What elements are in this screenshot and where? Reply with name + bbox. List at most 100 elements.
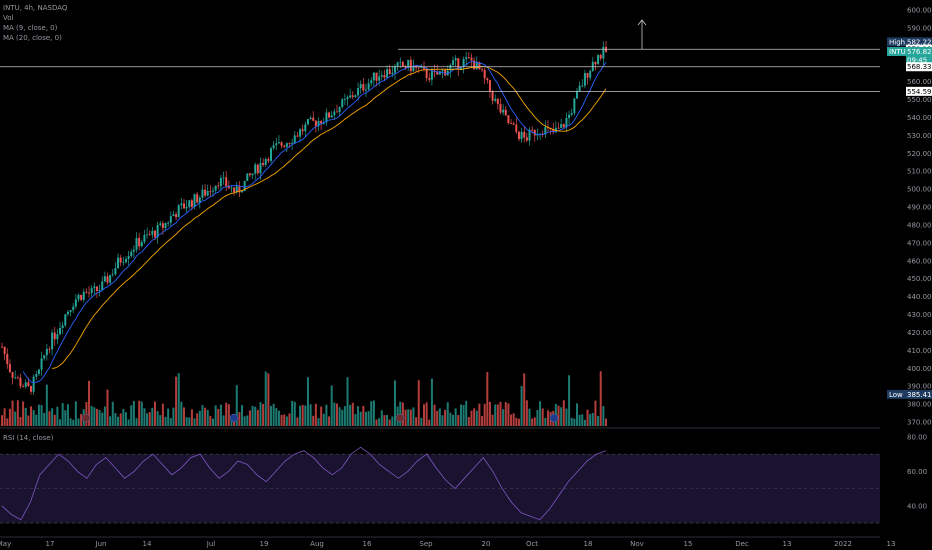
volume-bar: [428, 419, 431, 426]
candle-body: [304, 124, 307, 132]
volume-bar: [486, 372, 489, 426]
ma20-label[interactable]: MA (20, close, 0): [3, 34, 62, 42]
candle-body: [114, 268, 117, 275]
volume-bar: [301, 404, 304, 426]
price-tick-label: 410.00: [907, 347, 932, 355]
volume-bar: [351, 402, 354, 426]
volume-bar: [475, 410, 478, 426]
volume-bar: [494, 404, 497, 426]
candle-body: [135, 237, 138, 250]
volume-bar: [605, 418, 607, 426]
rsi-legend[interactable]: RSI (14, close): [3, 434, 54, 442]
volume-bar: [333, 402, 336, 426]
candle-body: [48, 348, 51, 350]
last-price-tag-bg: [906, 47, 932, 66]
volume-bar: [32, 410, 35, 426]
volume-bar: [565, 408, 568, 426]
volume-bar: [219, 404, 222, 426]
candle-body: [317, 121, 320, 127]
event-badge-icon[interactable]: [549, 413, 559, 423]
candle-body: [122, 262, 125, 263]
candle-body: [182, 203, 185, 209]
volume-bar: [523, 373, 526, 426]
volume-bar: [127, 419, 130, 426]
volume-bar: [599, 371, 602, 426]
volume-bar: [589, 414, 592, 426]
volume-bar: [306, 377, 309, 426]
volume-bar: [80, 413, 83, 426]
candle-body: [362, 84, 365, 91]
candle-body: [270, 148, 273, 161]
candle-body: [454, 58, 457, 61]
candle-body: [309, 117, 312, 120]
candle-body: [510, 123, 513, 124]
candle-body: [127, 256, 130, 260]
candle-body: [177, 205, 180, 218]
volume-bar: [454, 408, 457, 426]
volume-bar: [314, 403, 317, 426]
candle-body: [56, 334, 59, 340]
volume-bar: [512, 413, 515, 426]
candle-body: [11, 372, 14, 378]
volume-bar: [330, 385, 333, 426]
candle-body: [383, 75, 386, 78]
chart-legend: INTU, 4h, NASDAQ Vol MA (9, close, 0) MA…: [3, 3, 67, 43]
rsi-tick-label: 40.00: [907, 502, 927, 510]
volume-bar: [517, 418, 520, 426]
price-tick-label: 560.00: [907, 78, 932, 86]
candle-body: [209, 190, 212, 192]
volume-bar: [536, 410, 539, 426]
volume-bar: [470, 410, 473, 426]
candle-body: [351, 95, 354, 97]
event-badge-icon[interactable]: [395, 413, 405, 423]
candle-body: [446, 70, 449, 76]
volume-bar: [227, 404, 230, 426]
ma9-label[interactable]: MA (9, close, 0): [3, 24, 58, 32]
volume-bar: [235, 385, 238, 426]
volume-bar: [182, 407, 185, 426]
symbol-label[interactable]: INTU, 4h, NASDAQ: [3, 4, 68, 12]
candle-body: [190, 200, 193, 207]
candle-body: [578, 85, 581, 92]
volume-bar: [459, 404, 462, 426]
volume-bar: [441, 415, 444, 426]
candle-body: [293, 135, 296, 143]
volume-bar: [98, 409, 101, 426]
event-badge-icon[interactable]: [81, 413, 91, 423]
volume-bar: [146, 413, 149, 426]
candle-body: [95, 286, 98, 291]
candle-body: [138, 237, 141, 247]
volume-bar: [491, 414, 494, 426]
volume-bar: [230, 418, 233, 426]
volume-bar: [206, 410, 209, 426]
candle-body: [243, 180, 246, 192]
candle-body: [201, 189, 204, 198]
volume-bar: [111, 401, 114, 426]
volume-bar: [433, 404, 436, 426]
event-badge-icon[interactable]: [229, 413, 239, 423]
volume-bar: [557, 405, 560, 426]
candle-body: [552, 129, 555, 133]
volume-bar: [238, 412, 241, 426]
volume-bar: [1, 415, 3, 426]
volume-bar: [43, 412, 46, 426]
price-tick-label: 430.00: [907, 311, 932, 319]
price-tick-label: 470.00: [907, 239, 932, 247]
volume-bar: [546, 410, 549, 426]
vol-label[interactable]: Vol: [3, 14, 14, 22]
volume-bar: [378, 418, 381, 426]
volume-bar: [177, 373, 180, 426]
volume-bar: [159, 415, 162, 426]
time-tick-label: Aug: [310, 540, 324, 548]
candle-body: [288, 143, 291, 144]
volume-bar: [22, 401, 25, 426]
ma20-line: [52, 66, 607, 369]
candle-body: [156, 224, 159, 238]
candle-body: [475, 62, 478, 70]
price-tick-label: 480.00: [907, 221, 932, 229]
volume-bar: [262, 404, 265, 426]
volume-bar: [520, 385, 523, 426]
candle-body: [106, 276, 109, 283]
high-tag-value: 582.22: [907, 38, 932, 46]
